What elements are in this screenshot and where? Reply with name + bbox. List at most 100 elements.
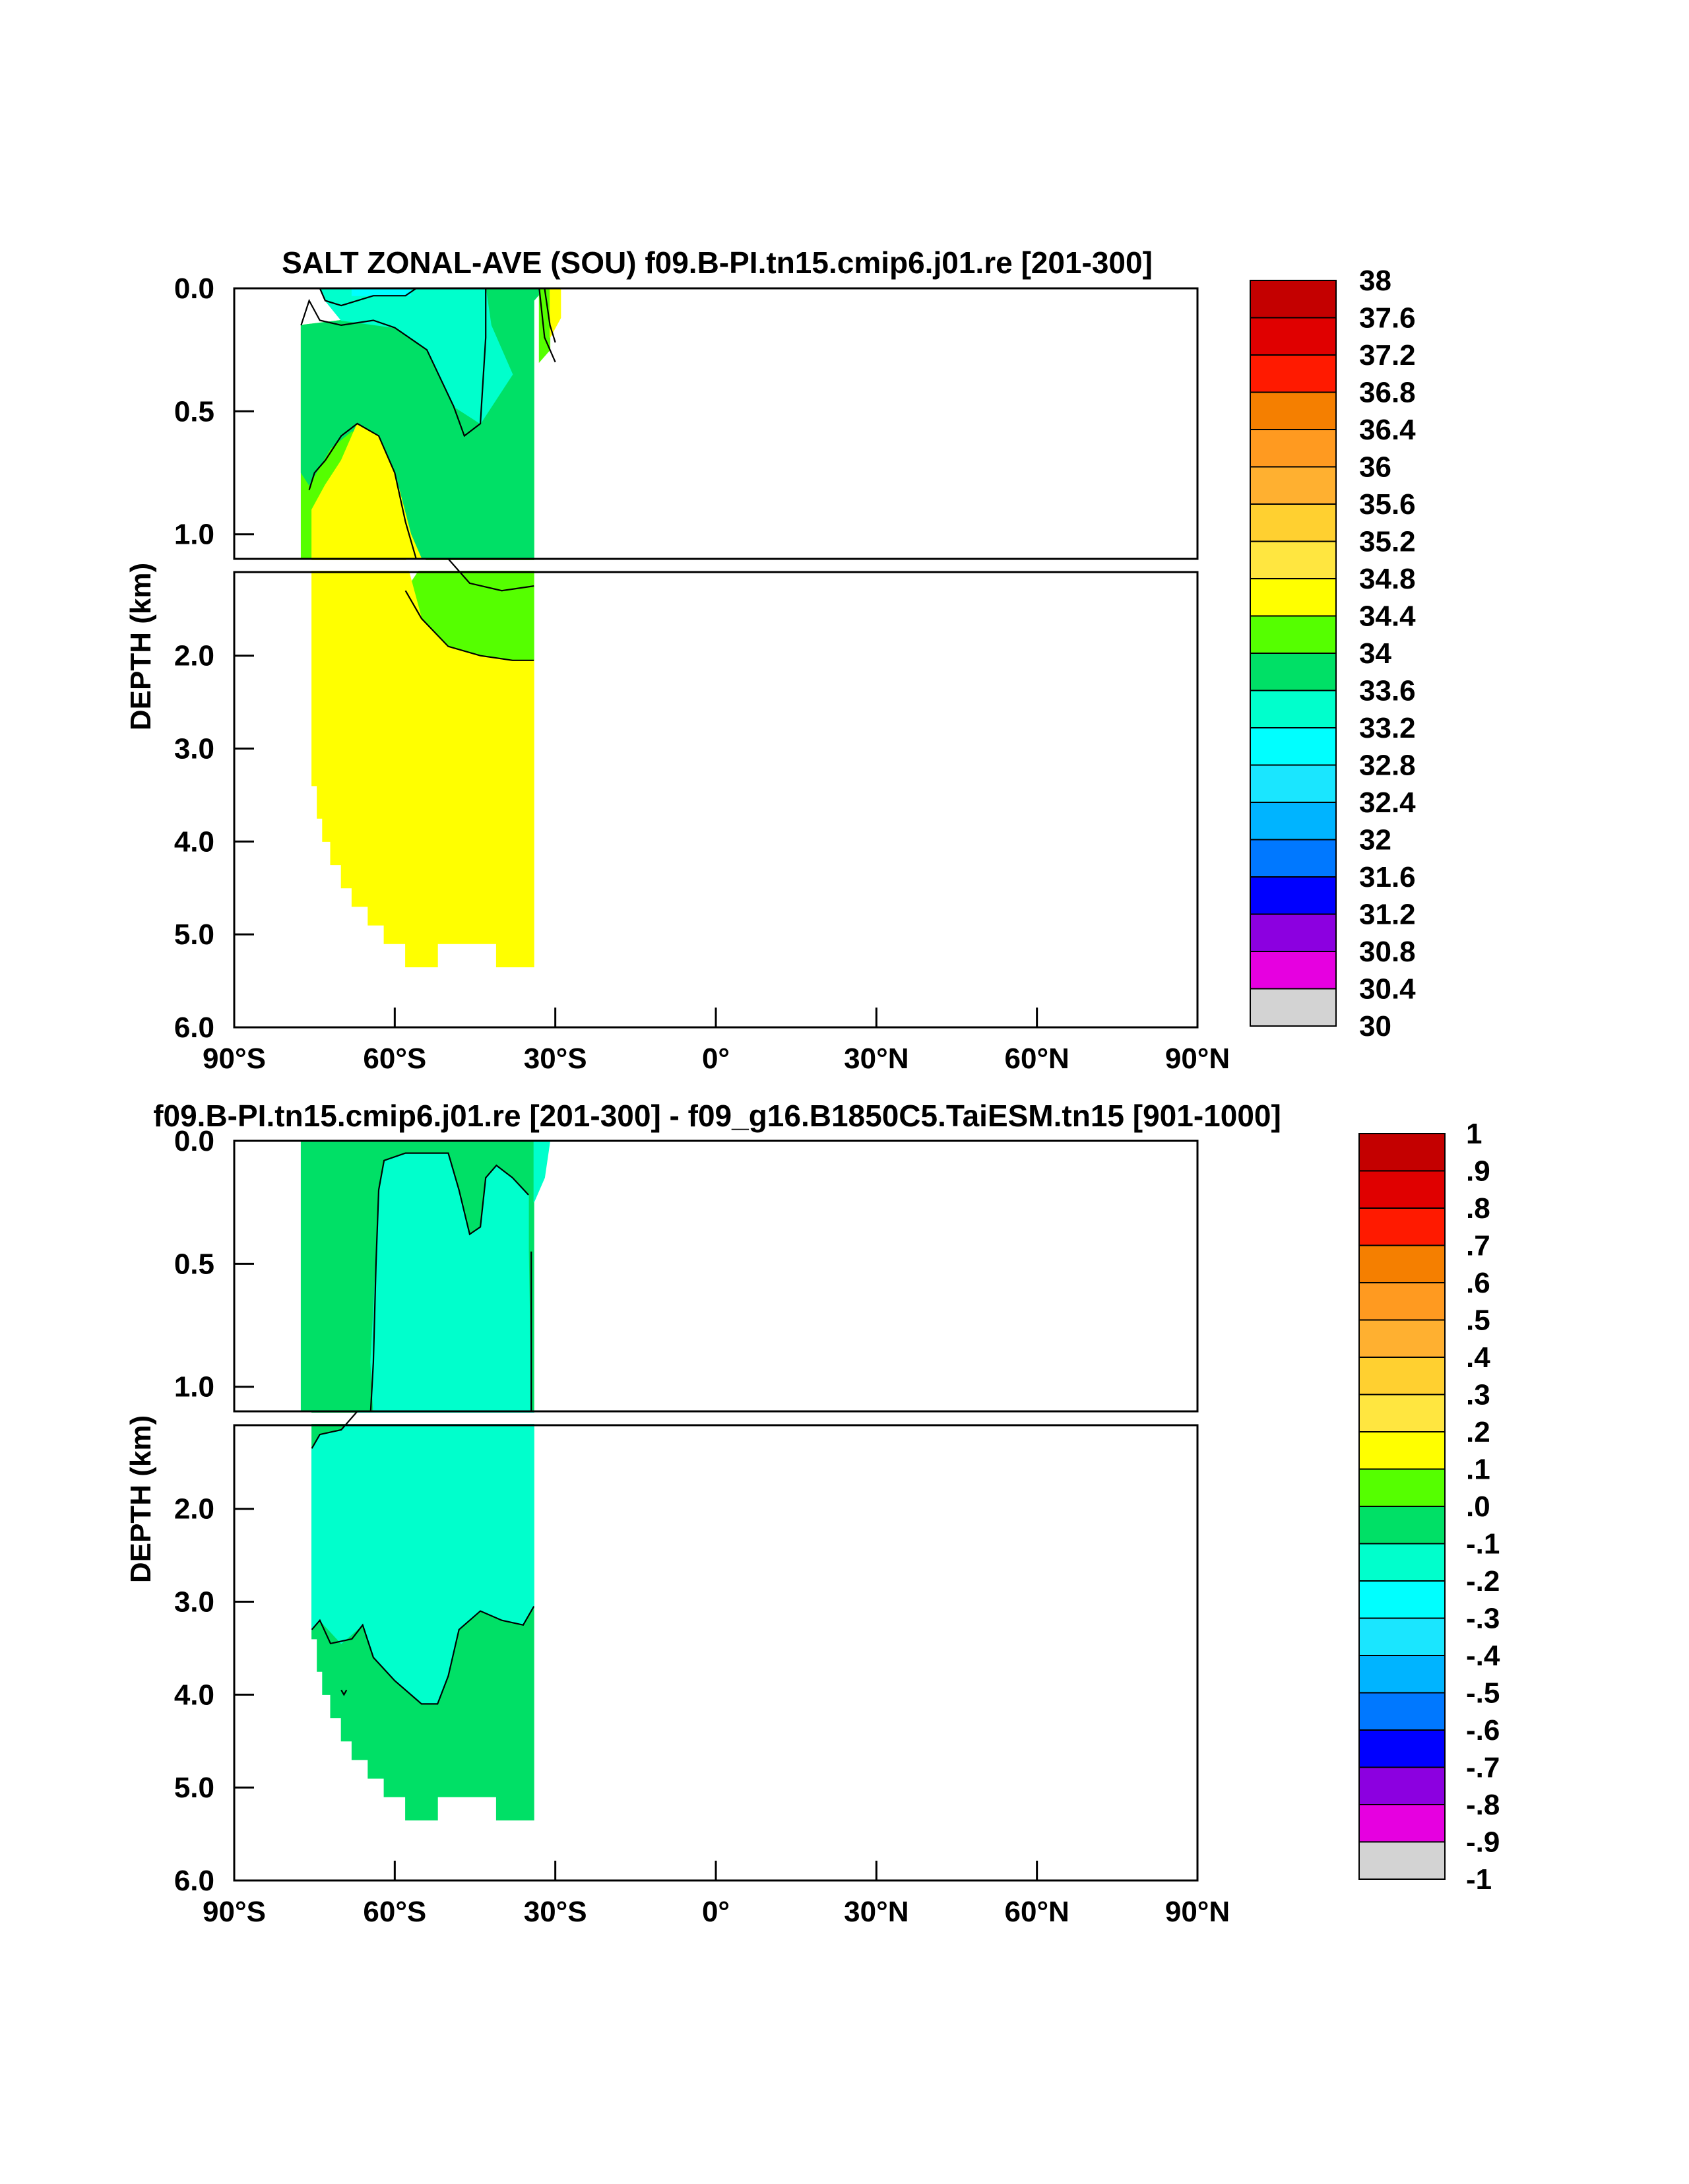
y-tick-label: 0.5 xyxy=(174,395,214,428)
x-tick-label: 90°S xyxy=(203,1043,266,1075)
colorbar-label: 30 xyxy=(1359,1010,1391,1043)
colorbar-label: 33.6 xyxy=(1359,675,1416,707)
colorbar-box xyxy=(1358,1543,1446,1582)
x-tick-label: 90°N xyxy=(1165,1043,1230,1075)
colorbar-box xyxy=(1358,1506,1446,1545)
colorbar-box xyxy=(1250,690,1337,728)
colorbar-label: -.8 xyxy=(1466,1789,1500,1821)
x-tick-label: 30°N xyxy=(844,1896,908,1928)
colorbar-label: 36 xyxy=(1359,451,1391,484)
colorbar-box xyxy=(1358,1244,1446,1283)
colorbar-label: .7 xyxy=(1466,1230,1490,1262)
y-tick-label: 1.0 xyxy=(174,1371,214,1403)
x-tick-label: 30°S xyxy=(524,1896,587,1928)
colorbar-box xyxy=(1358,1580,1446,1619)
contour-line xyxy=(538,288,556,363)
contour-line xyxy=(340,1689,348,1696)
colorbar-label: 36.4 xyxy=(1359,414,1416,446)
panel-1-colorbar: 38 37.6 37.2 36.8 36.4 36 35.6 35.2 34.8 34.4 34 33… xyxy=(1250,265,1416,1043)
contour-line xyxy=(377,1152,529,1236)
panel-2-fills xyxy=(233,1140,1199,1820)
colorbar-box xyxy=(1358,1431,1446,1470)
colorbar-label: 33.2 xyxy=(1359,712,1416,744)
colorbar-label: 34.4 xyxy=(1359,600,1416,633)
colorbar-box xyxy=(1358,1617,1446,1656)
x-tick-label: 0° xyxy=(702,1043,730,1075)
region-4 xyxy=(351,288,412,296)
frame-gap xyxy=(233,560,1199,571)
colorbar-label: -.1 xyxy=(1466,1528,1500,1560)
colorbar-box xyxy=(1250,429,1337,468)
colorbar-box xyxy=(1358,1357,1446,1396)
colorbar-box xyxy=(1250,764,1337,803)
contour-line xyxy=(300,288,487,437)
y-tick-label: 0.5 xyxy=(174,1248,214,1280)
contour-line xyxy=(311,1606,535,1705)
y-tick-label: 3.0 xyxy=(174,733,214,765)
colorbar-label: .5 xyxy=(1466,1304,1490,1337)
colorbar-label: 36.8 xyxy=(1359,377,1416,409)
colorbar-label: 1 xyxy=(1466,1118,1482,1150)
y-tick-label: 4.0 xyxy=(174,1679,214,1711)
colorbar-box xyxy=(1250,876,1337,915)
colorbar-label: 31.6 xyxy=(1359,861,1416,893)
contour-line xyxy=(311,1411,358,1449)
panel-1-fills xyxy=(233,288,1199,967)
panel-2-upper-frame xyxy=(233,1140,1199,1413)
x-tick-label: 60°S xyxy=(363,1896,426,1928)
colorbar-box xyxy=(1250,466,1337,505)
colorbar-box xyxy=(1250,951,1337,990)
y-tick-label: 6.0 xyxy=(174,1012,214,1044)
x-tick-label: 0° xyxy=(702,1896,730,1928)
colorbar-label: 30.8 xyxy=(1359,936,1416,968)
colorbar-box xyxy=(1250,653,1337,691)
colorbar-box xyxy=(1250,802,1337,841)
colorbar-box xyxy=(1358,1319,1446,1358)
x-tick-label: 90°N xyxy=(1165,1896,1230,1928)
panel-1-upper-frame xyxy=(233,287,1199,560)
colorbar-label: 31.2 xyxy=(1359,899,1416,931)
y-tick-label: 2.0 xyxy=(174,1493,214,1526)
y-tick-label: 5.0 xyxy=(174,918,214,951)
colorbar-label: -.2 xyxy=(1466,1565,1500,1597)
colorbar-box xyxy=(1250,615,1337,654)
panel-2-y-axis-label: DEPTH (km) xyxy=(125,1415,157,1583)
y-tick-label: 5.0 xyxy=(174,1772,214,1804)
colorbar-box xyxy=(1250,727,1337,766)
colorbar-box xyxy=(1250,540,1337,579)
colorbar-label: 38 xyxy=(1359,265,1391,297)
colorbar-label: -.5 xyxy=(1466,1677,1500,1710)
x-tick-label: 60°S xyxy=(363,1043,426,1075)
y-tick-label: 6.0 xyxy=(174,1865,214,1897)
colorbar-box xyxy=(1358,1394,1446,1432)
colorbar-box xyxy=(1250,913,1337,952)
colorbar-box xyxy=(1358,1729,1446,1768)
contour-line xyxy=(369,1190,380,1412)
region-4 xyxy=(533,1140,551,1203)
colorbar-label: 35.2 xyxy=(1359,526,1416,558)
colorbar-label: -.4 xyxy=(1466,1640,1500,1672)
panel-difference: f09.B-PI.tn15.cmip6.j01.re [201-300] - f… xyxy=(125,1099,1500,1928)
panel-1-y-axis-label: DEPTH (km) xyxy=(125,563,157,730)
panel-2-axes: 90°S 60°S 30°S 0° 30°N 60°N 90°N 0.0 0.5 1.0 2.0 3.… xyxy=(174,1125,1230,1928)
colorbar-box xyxy=(1250,317,1337,356)
contour-line xyxy=(308,422,417,560)
x-tick-label: 30°N xyxy=(844,1043,908,1075)
panel-2-title: f09.B-PI.tn15.cmip6.j01.re [201-300] - f… xyxy=(153,1099,1281,1133)
colorbar-label: .2 xyxy=(1466,1416,1490,1448)
colorbar-label: 37.2 xyxy=(1359,339,1416,371)
colorbar-box xyxy=(1358,1207,1446,1246)
colorbar-box xyxy=(1358,1170,1446,1209)
colorbar-label: .6 xyxy=(1466,1267,1490,1299)
colorbar-box xyxy=(1250,503,1337,542)
colorbar-box xyxy=(1250,354,1337,393)
colorbar-label: -.7 xyxy=(1466,1752,1500,1784)
colorbar-box xyxy=(1358,1133,1446,1172)
x-tick-label: 30°S xyxy=(524,1043,587,1075)
colorbar-label: 32 xyxy=(1359,824,1391,856)
colorbar-box xyxy=(1358,1282,1446,1321)
x-tick-label: 60°N xyxy=(1005,1896,1069,1928)
colorbar-label: -.9 xyxy=(1466,1826,1500,1859)
y-tick-label: 4.0 xyxy=(174,825,214,858)
